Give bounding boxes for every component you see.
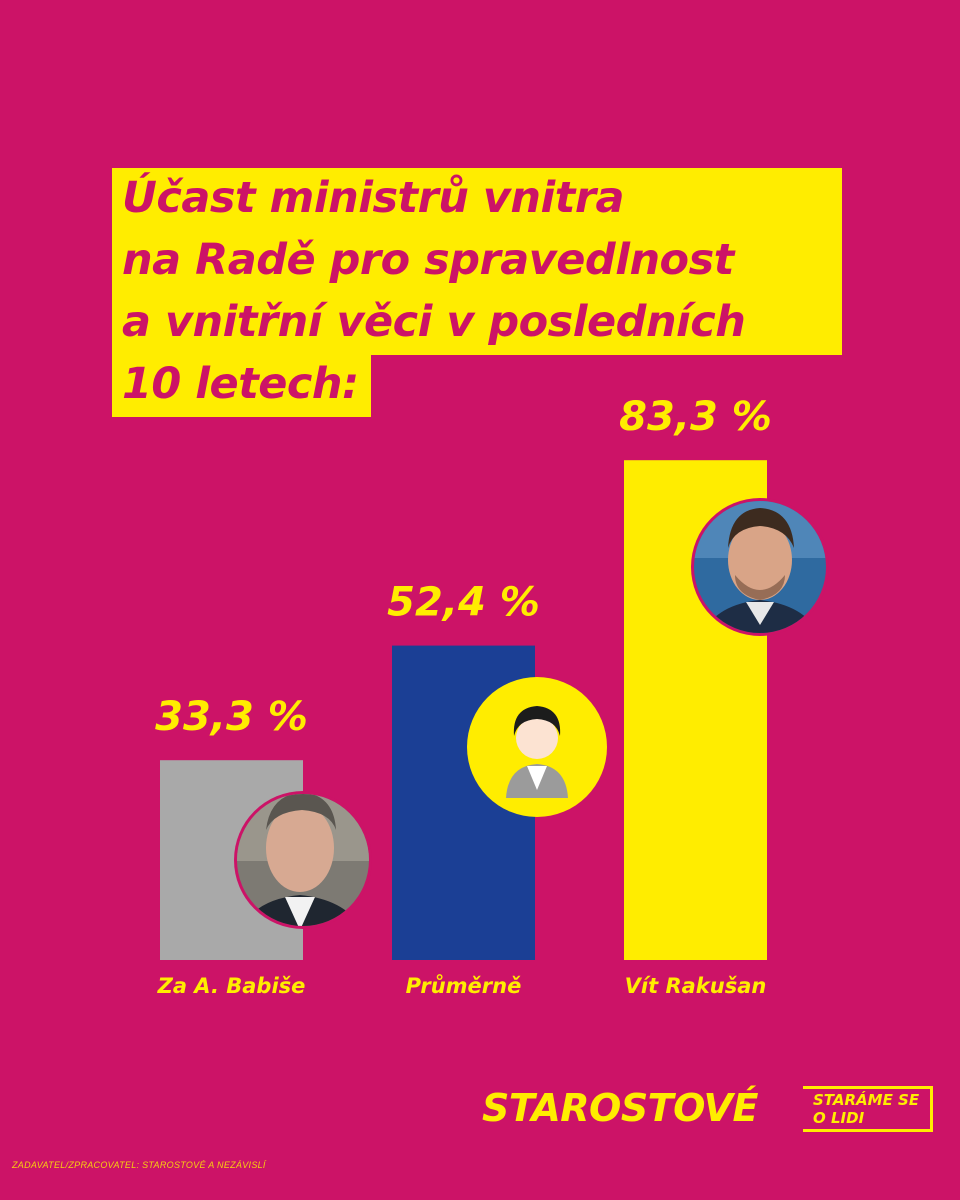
brand-logo: STAROSTOVÉ [482,1086,758,1130]
value-label-1: 33,3 % [155,694,308,740]
office-worker-icon [467,677,607,817]
tagline-line-1: STARÁME SE [813,1091,920,1109]
footer-disclaimer: ZADAVATEL/ZPRACOVATEL: STAROSTOVÉ A NEZÁ… [12,1160,266,1170]
chart-title: Účast ministrů vnitra na Radě pro sprave… [112,168,842,417]
category-label-3: Vít Rakušan [625,974,767,998]
value-label-2: 52,4 % [387,580,540,626]
title-line-4: 10 letech: [112,354,371,417]
title-line-2: na Radě pro spravedlnost [112,230,842,293]
value-label-3: 83,3 % [619,394,772,440]
tagline-line-2: O LIDI [813,1109,865,1127]
brand-tagline: STARÁME SE O LIDI [803,1086,933,1132]
category-label-1: Za A. Babiše [157,974,306,998]
title-line-1: Účast ministrů vnitra [112,168,842,231]
avatar-rakusan [691,498,829,636]
category-label-2: Průměrně [406,973,522,998]
title-line-3: a vnitřní věci v posledních [112,292,842,355]
